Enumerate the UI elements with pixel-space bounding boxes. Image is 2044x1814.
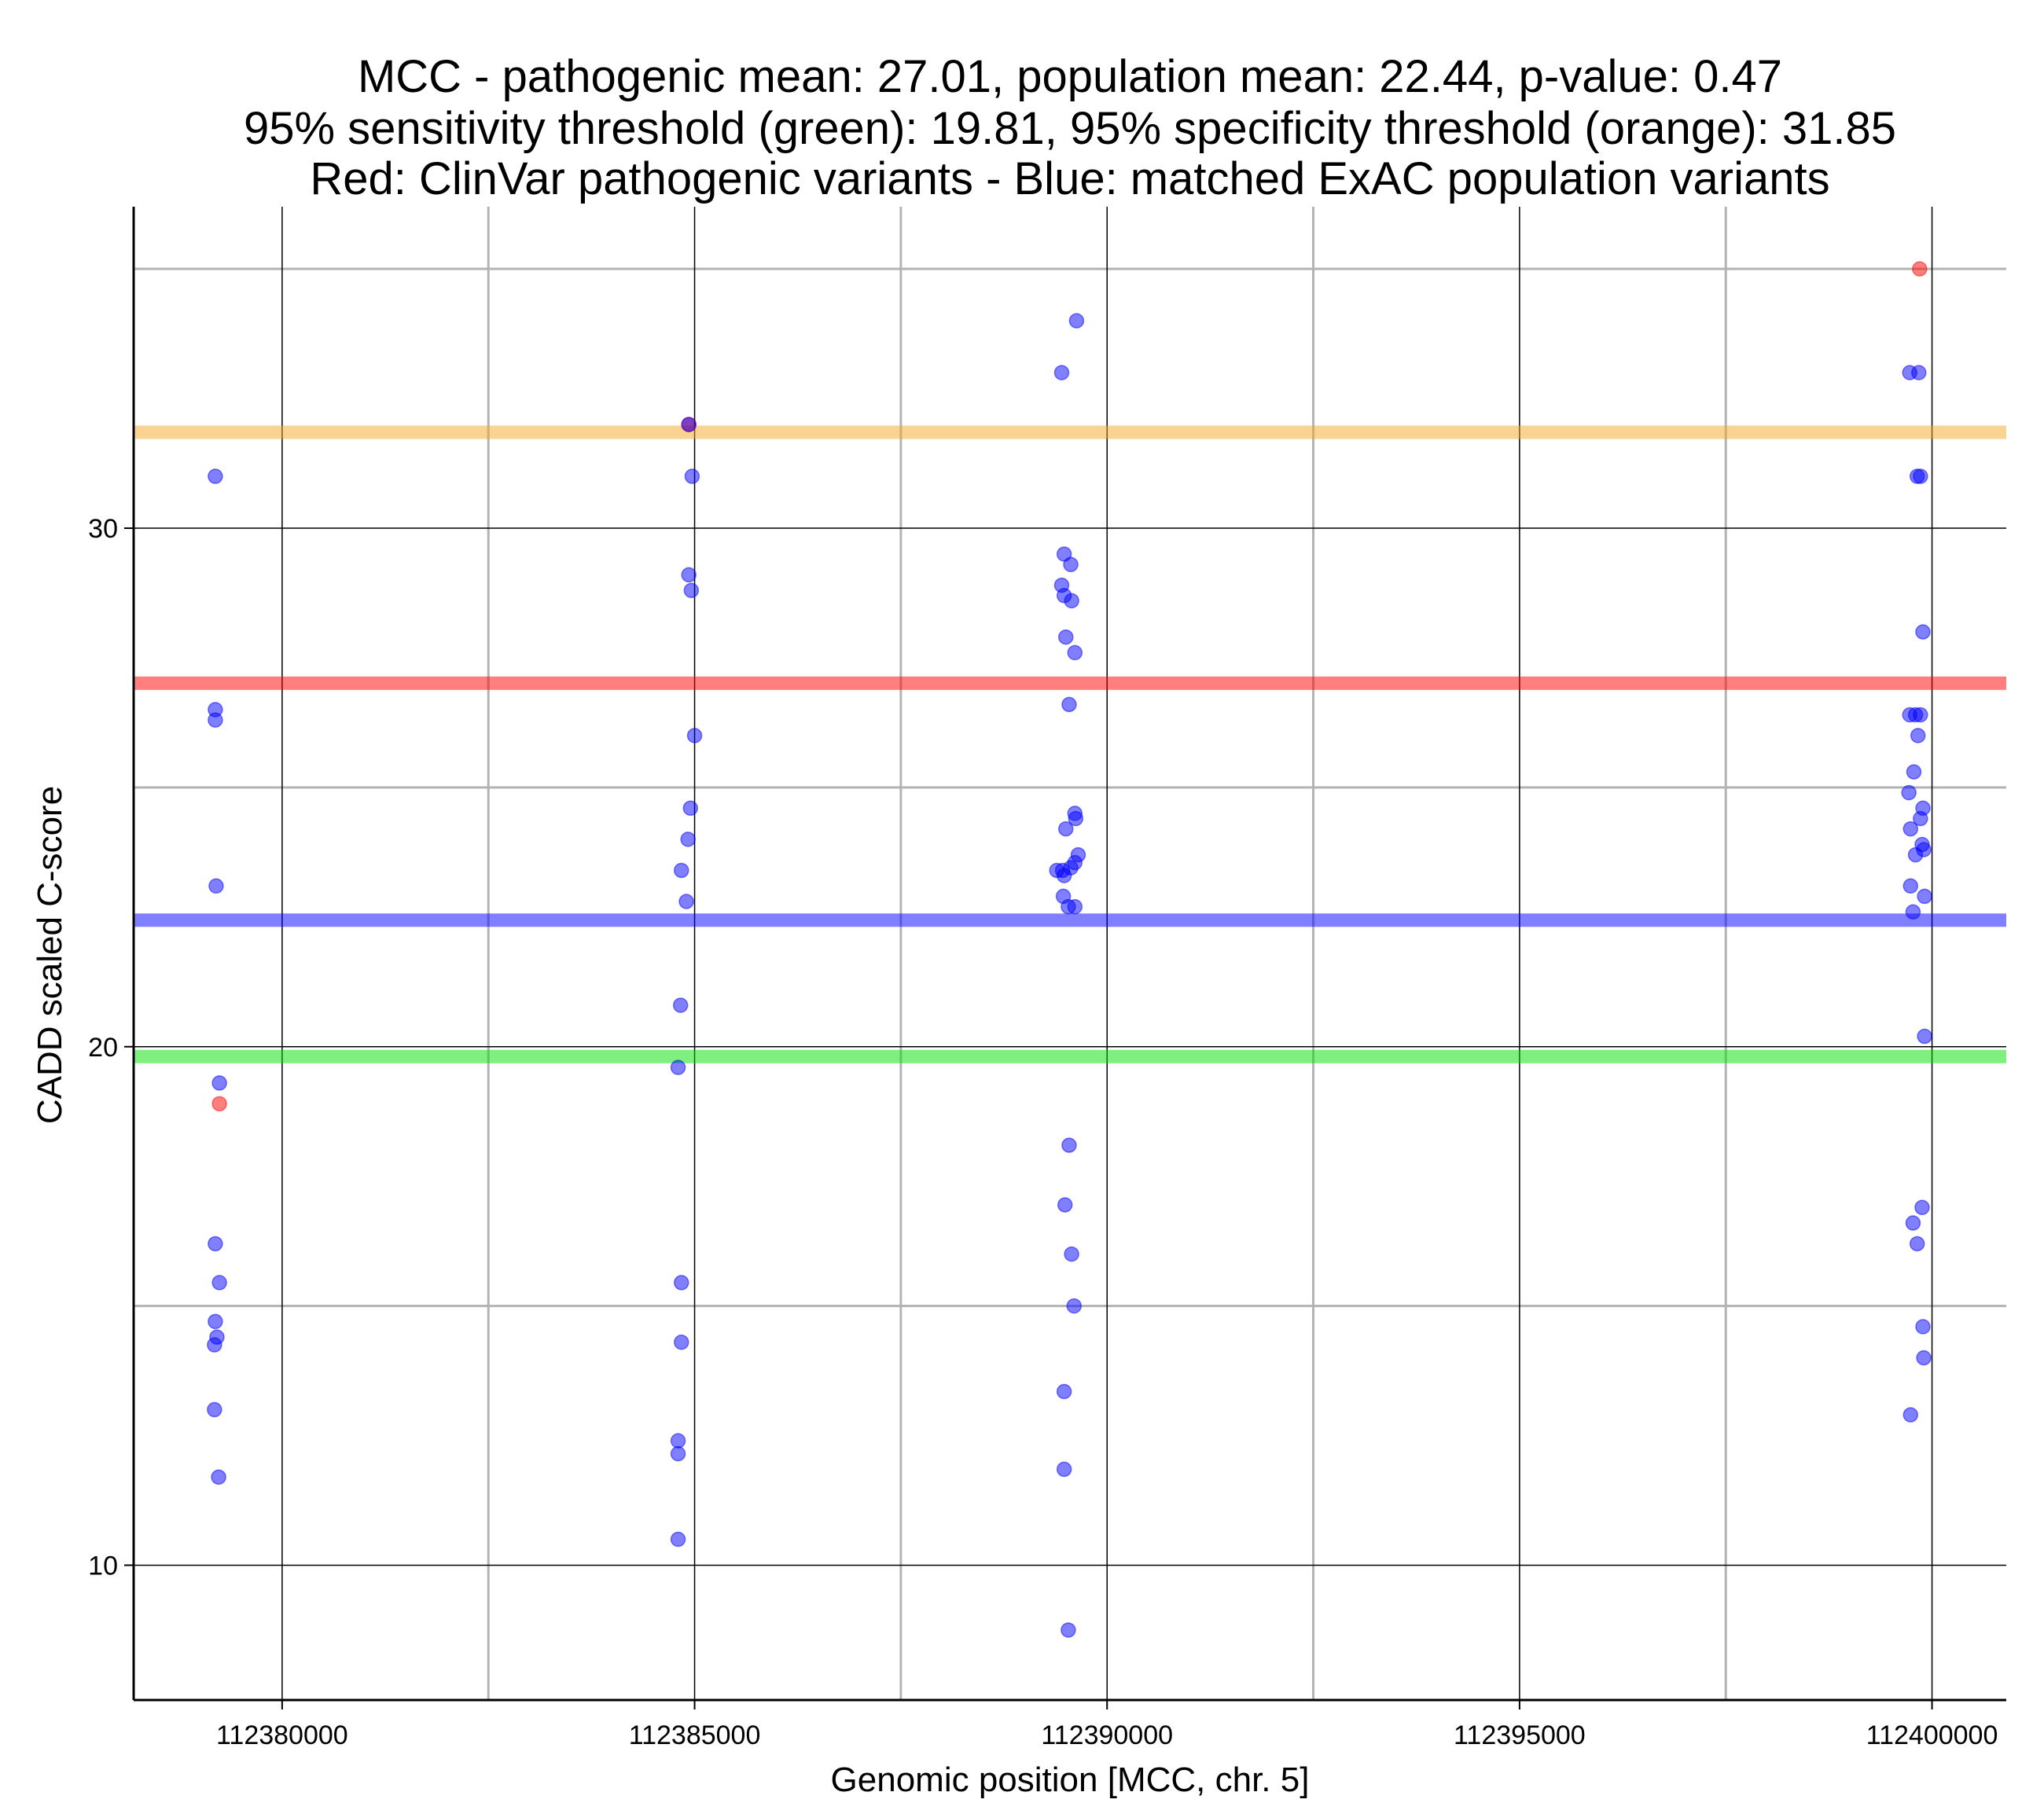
population-variant-point bbox=[1902, 1407, 1919, 1423]
population-variant-point bbox=[211, 1469, 226, 1485]
population-variant-point bbox=[1061, 1622, 1076, 1638]
x-tick-label: 112395000 bbox=[1454, 1720, 1586, 1750]
major-gridlines bbox=[134, 207, 2006, 1700]
population-variant-point bbox=[1067, 644, 1083, 661]
population-variant-point bbox=[684, 468, 700, 484]
population-variant-point bbox=[674, 862, 689, 879]
population-variant-point bbox=[683, 582, 700, 598]
population-variant-point bbox=[1905, 1215, 1921, 1231]
population-variant-point bbox=[681, 567, 697, 583]
population-variant-point bbox=[1056, 868, 1072, 883]
population-variant-point bbox=[670, 1445, 686, 1462]
population-variant-point bbox=[1910, 728, 1926, 744]
population-variant-point bbox=[211, 1075, 227, 1091]
population-variant-point bbox=[1907, 846, 1924, 863]
population-variant-point bbox=[1058, 821, 1074, 837]
population-variant-point bbox=[1905, 904, 1921, 920]
population-variant-point bbox=[1057, 1197, 1073, 1213]
population-variant-point bbox=[680, 832, 696, 847]
population-variant-point bbox=[207, 1401, 222, 1418]
title-line-3: Red: ClinVar pathogenic variants - Blue:… bbox=[310, 153, 1829, 204]
population-variant-point bbox=[1061, 696, 1077, 713]
population-variant-point bbox=[682, 800, 699, 817]
population-variant-point bbox=[207, 1337, 222, 1353]
population-variant-point bbox=[674, 1335, 689, 1350]
population-variant-point bbox=[1917, 888, 1932, 905]
population-variant-point bbox=[208, 468, 223, 484]
population-variant-point bbox=[208, 1236, 223, 1252]
population-variant-point bbox=[211, 1275, 227, 1291]
population-variant-point bbox=[1053, 365, 1070, 380]
population-variant-point bbox=[1067, 898, 1083, 915]
population-variant-point bbox=[674, 1275, 689, 1291]
population-variant-point bbox=[672, 997, 689, 1013]
title-line-1: MCC - pathogenic mean: 27.01, population… bbox=[358, 51, 1782, 102]
population-variant-point bbox=[1911, 365, 1927, 380]
y-tick-label: 20 bbox=[88, 1033, 118, 1063]
population-variant-point bbox=[681, 417, 697, 432]
x-tick-label: 112380000 bbox=[216, 1720, 348, 1750]
population-variant-point bbox=[1906, 764, 1922, 780]
population-variant-point bbox=[670, 1059, 686, 1075]
population-variant-point bbox=[678, 894, 694, 909]
population-variant-point bbox=[670, 1531, 686, 1548]
chart-title: MCC - pathogenic mean: 27.01, population… bbox=[244, 51, 1896, 204]
x-axis-title: Genomic position [MCC, chr. 5] bbox=[831, 1761, 1310, 1799]
population-variant-point bbox=[1913, 810, 1928, 827]
x-tick-label: 112400000 bbox=[1866, 1720, 1998, 1750]
y-axis-ticks: 10 20 30 bbox=[88, 514, 134, 1581]
population-variant-point bbox=[208, 712, 223, 728]
population-variant-point bbox=[1056, 1461, 1072, 1478]
population-variant-point bbox=[208, 1313, 223, 1330]
population-variant-point bbox=[1063, 556, 1079, 572]
population-variant-point bbox=[1902, 821, 1919, 837]
population-variant-point bbox=[1915, 624, 1931, 640]
population-variant-point bbox=[1914, 1199, 1930, 1216]
population-variant-point bbox=[1056, 1383, 1072, 1400]
pathogenic-variant-point bbox=[211, 1096, 227, 1112]
population-variant-point bbox=[1913, 468, 1928, 484]
population-variant-point bbox=[686, 728, 703, 744]
x-axis-ticks: 112380000 112385000 112390000 112395000 1124… bbox=[216, 1700, 1998, 1750]
y-axis-title: CADD scaled C-score bbox=[31, 786, 69, 1124]
population-variant-point bbox=[1058, 629, 1074, 645]
population-variant-point bbox=[1913, 707, 1928, 723]
axes bbox=[132, 207, 2006, 1702]
population-variant-point bbox=[208, 878, 224, 894]
x-tick-label: 112390000 bbox=[1041, 1720, 1173, 1750]
population-variant-point bbox=[1068, 810, 1084, 827]
population-variant-point bbox=[1064, 1246, 1079, 1262]
y-tick-label: 10 bbox=[88, 1551, 118, 1581]
population-variant-point bbox=[1916, 1349, 1932, 1366]
title-line-2: 95% sensitivity threshold (green): 19.81… bbox=[244, 103, 1896, 154]
pathogenic-variant-point bbox=[1912, 261, 1928, 277]
data-points bbox=[207, 261, 1932, 1638]
population-variant-point bbox=[1901, 784, 1917, 801]
population-variant-point bbox=[1068, 313, 1085, 329]
population-variant-point bbox=[670, 1433, 686, 1449]
population-variant-point bbox=[1917, 1028, 1932, 1045]
population-variant-point bbox=[1915, 1319, 1931, 1335]
population-variant-point bbox=[1902, 878, 1919, 894]
population-variant-point bbox=[1061, 1137, 1077, 1153]
x-tick-label: 112385000 bbox=[629, 1720, 761, 1750]
y-tick-label: 30 bbox=[88, 514, 118, 544]
threshold-lines bbox=[134, 425, 2006, 1063]
population-variant-point bbox=[1909, 1236, 1925, 1252]
population-variant-point bbox=[1064, 593, 1079, 609]
population-variant-point bbox=[1066, 1298, 1082, 1314]
